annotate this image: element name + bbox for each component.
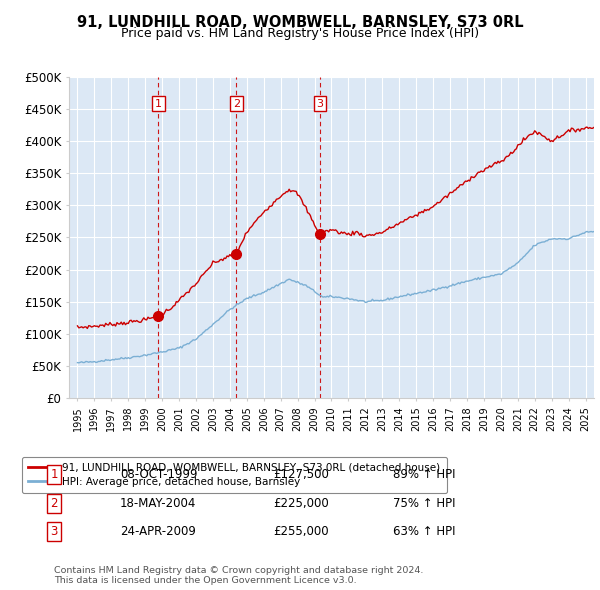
Text: 08-OCT-1999: 08-OCT-1999: [120, 468, 197, 481]
Text: 3: 3: [50, 525, 58, 538]
Text: £225,000: £225,000: [273, 497, 329, 510]
Text: 24-APR-2009: 24-APR-2009: [120, 525, 196, 538]
Text: 1: 1: [50, 468, 58, 481]
Text: 63% ↑ HPI: 63% ↑ HPI: [393, 525, 455, 538]
Text: 75% ↑ HPI: 75% ↑ HPI: [393, 497, 455, 510]
Legend: 91, LUNDHILL ROAD, WOMBWELL, BARNSLEY, S73 0RL (detached house), HPI: Average pr: 91, LUNDHILL ROAD, WOMBWELL, BARNSLEY, S…: [22, 457, 447, 493]
Text: Price paid vs. HM Land Registry's House Price Index (HPI): Price paid vs. HM Land Registry's House …: [121, 27, 479, 40]
Text: 91, LUNDHILL ROAD, WOMBWELL, BARNSLEY, S73 0RL: 91, LUNDHILL ROAD, WOMBWELL, BARNSLEY, S…: [77, 15, 523, 30]
Text: Contains HM Land Registry data © Crown copyright and database right 2024.
This d: Contains HM Land Registry data © Crown c…: [54, 566, 424, 585]
Text: 89% ↑ HPI: 89% ↑ HPI: [393, 468, 455, 481]
Text: £255,000: £255,000: [273, 525, 329, 538]
Text: 3: 3: [316, 99, 323, 109]
Text: 2: 2: [233, 99, 240, 109]
Text: 18-MAY-2004: 18-MAY-2004: [120, 497, 196, 510]
Text: 1: 1: [155, 99, 162, 109]
Text: £127,500: £127,500: [273, 468, 329, 481]
Text: 2: 2: [50, 497, 58, 510]
